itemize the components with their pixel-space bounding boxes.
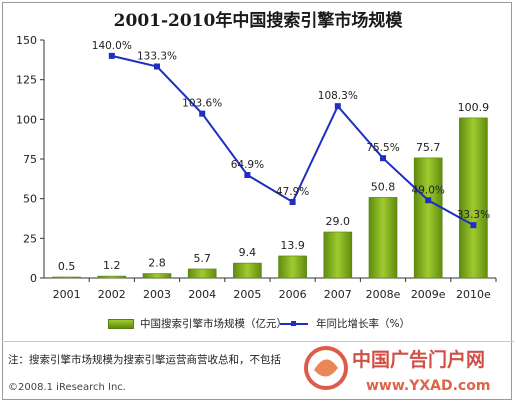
y-tick-label: 50 [23, 193, 37, 206]
bar [323, 231, 353, 279]
bar [459, 117, 488, 279]
growth-value-label: 47.9% [276, 186, 309, 198]
bar-value-label: 1.2 [103, 259, 121, 272]
y-tick-label: 100 [16, 113, 37, 126]
bar [368, 197, 398, 279]
x-tick-label: 2007 [324, 288, 352, 301]
footnote: 注：搜索引擎市场规模为搜索引擎运营商营收总和，不包括 [8, 354, 281, 366]
growth-value-label: 49.0% [412, 184, 445, 196]
x-tick-label: 2008e [366, 288, 401, 301]
growth-marker [199, 110, 206, 117]
growth-value-label: 140.0% [92, 40, 132, 52]
watermark-logo: 中国广告门户网 www.YXAD.com [304, 346, 490, 394]
watermark-emblem-swirl [314, 359, 338, 377]
bar-value-label: 50.8 [371, 180, 396, 193]
bar [187, 268, 217, 279]
x-tick-label: 2002 [98, 288, 126, 301]
x-tick-label: 2004 [188, 288, 216, 301]
x-tick-label: 2005 [233, 288, 261, 301]
bar-value-label: 29.0 [326, 215, 351, 228]
growth-value-label: 133.3% [137, 50, 177, 62]
legend-item-line: 年同比增长率（%） [280, 316, 410, 331]
legend-bar-label: 中国搜索引擎市场规模（亿元） [140, 318, 287, 330]
bar [233, 262, 262, 279]
growth-marker [425, 197, 432, 204]
growth-marker [154, 63, 160, 70]
legend-item-bar: 中国搜索引擎市场规模（亿元） [108, 316, 287, 331]
watermark-emblem-icon [304, 346, 348, 390]
watermark-title: 中国广告门户网 [352, 348, 485, 371]
legend-line-label: 年同比增长率（%） [316, 318, 410, 330]
x-tick-label: 2006 [279, 288, 307, 301]
growth-marker [334, 103, 341, 110]
x-tick-label: 2009e [411, 288, 446, 301]
bar [97, 275, 127, 279]
growth-value-label: 75.5% [366, 142, 399, 154]
bar [142, 273, 172, 279]
bar-value-label: 5.7 [193, 252, 211, 265]
growth-marker [289, 198, 296, 205]
bar-value-label: 100.9 [458, 101, 490, 114]
watermark-url: www.YXAD.com [366, 378, 490, 394]
growth-marker [244, 172, 251, 179]
x-tick-label: 2001 [53, 288, 81, 301]
footer-divider [2, 341, 514, 342]
growth-value-label: 33.3% [457, 209, 490, 221]
y-tick-label: 25 [23, 232, 37, 245]
legend-line-swatch [280, 321, 308, 326]
legend-bar-swatch [108, 319, 134, 329]
bar-value-label: 2.8 [148, 257, 166, 270]
x-tick-label: 2010e [456, 288, 491, 301]
y-tick-label: 125 [16, 74, 37, 87]
y-tick-label: 150 [16, 34, 37, 47]
growth-value-label: 108.3% [318, 90, 358, 102]
growth-marker [470, 222, 477, 229]
bar [278, 255, 307, 279]
bar-value-label: 0.5 [58, 260, 76, 273]
chart-title: 2001-2010年中国搜索引擎市场规模 [113, 11, 403, 31]
y-tick-label: 75 [23, 153, 37, 166]
growth-value-label: 64.9% [231, 159, 264, 171]
x-tick-label: 2003 [143, 288, 171, 301]
bar-value-label: 9.4 [239, 246, 257, 259]
bar-value-label: 13.9 [280, 239, 305, 252]
bar [413, 157, 443, 279]
growth-marker [380, 155, 386, 162]
growth-value-label: 103.6% [182, 98, 222, 110]
y-tick-label: 0 [30, 272, 37, 285]
copyright: ©2008.1 iResearch Inc. [8, 382, 126, 393]
bar-value-label: 75.7 [416, 141, 441, 154]
growth-marker [108, 52, 115, 59]
bar [52, 276, 81, 279]
